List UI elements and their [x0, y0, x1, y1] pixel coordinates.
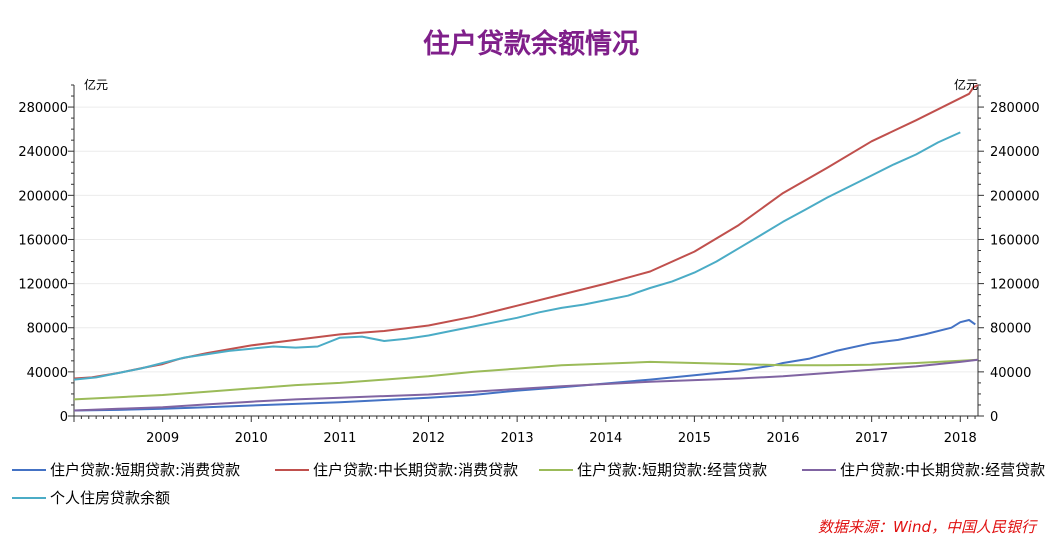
x-tick-label: 2011 — [323, 431, 356, 446]
legend-swatch — [12, 496, 46, 499]
legend-label: 个人住房贷款余额 — [50, 489, 171, 507]
series-line — [73, 319, 976, 412]
y-tick-label-right: 200000 — [990, 189, 1040, 204]
series-line — [73, 358, 979, 412]
legend-label: 住户贷款:短期贷款:经营贷款 — [577, 461, 768, 479]
y-tick-label-right: 40000 — [990, 366, 1031, 381]
left-y-axis-unit: 亿元 — [84, 77, 108, 92]
y-tick-label-right: 280000 — [990, 101, 1040, 116]
y-tick-label-left: 280000 — [18, 101, 68, 116]
x-tick-label: 2015 — [678, 431, 711, 446]
series-lines — [73, 84, 979, 412]
legend-label: 住户贷款:中长期贷款:经营贷款 — [840, 461, 1046, 479]
y-tick-label-left: 0 — [60, 410, 68, 425]
legend-item: 住户贷款:短期贷款:经营贷款 — [539, 459, 767, 480]
y-tick-label-right: 0 — [990, 410, 998, 425]
x-tick-label: 2014 — [589, 431, 622, 446]
legend-item: 个人住房贷款余额 — [12, 487, 170, 508]
y-tick-label-right: 120000 — [990, 278, 1040, 293]
y-tick-label-right: 80000 — [990, 322, 1031, 337]
y-tick-label-left: 240000 — [18, 145, 68, 160]
x-tick-label: 2012 — [412, 431, 445, 446]
y-tick-label-left: 160000 — [18, 233, 68, 248]
gridlines — [74, 106, 978, 373]
y-tick-label-left: 80000 — [27, 322, 68, 337]
series-line — [73, 84, 979, 380]
y-tick-label-left: 200000 — [18, 189, 68, 204]
y-tick-label-left: 120000 — [18, 278, 68, 293]
axes: 0 0 40000 40000 80000 80000 120000 120000 160000… — [18, 84, 1040, 446]
series-line — [73, 358, 979, 401]
chart-title: 住户贷款余额情况 — [423, 29, 639, 60]
legend-item: 住户贷款:短期贷款:消费贷款 — [12, 459, 240, 480]
y-tick-label-left: 40000 — [27, 366, 68, 381]
legend-swatch — [275, 468, 309, 471]
legend-label: 住户贷款:短期贷款:消费贷款 — [50, 461, 241, 479]
legend-item: 住户贷款:中长期贷款:经营贷款 — [802, 459, 1045, 480]
legend-swatch — [12, 468, 46, 471]
source-note: 数据来源：Wind，中国人民银行 — [817, 518, 1036, 536]
series-line — [73, 131, 961, 381]
legend-label: 住户贷款:中长期贷款:消费贷款 — [313, 461, 519, 479]
legend-item: 住户贷款:中长期贷款:消费贷款 — [275, 459, 518, 480]
right-y-axis-unit: 亿元 — [954, 77, 978, 92]
legend-swatch — [539, 468, 573, 471]
x-tick-label: 2009 — [146, 431, 179, 446]
x-tick-label: 2018 — [944, 431, 977, 446]
legend-swatch — [802, 468, 836, 471]
x-tick-label: 2013 — [501, 431, 534, 446]
x-tick-label: 2010 — [235, 431, 268, 446]
y-tick-label-right: 160000 — [990, 233, 1040, 248]
x-tick-label: 2017 — [855, 431, 888, 446]
y-tick-label-right: 240000 — [990, 145, 1040, 160]
x-tick-label: 2016 — [766, 431, 799, 446]
